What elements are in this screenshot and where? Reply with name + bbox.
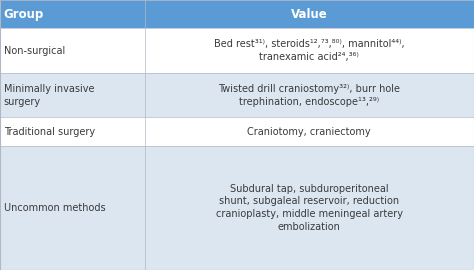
Text: Craniotomy, craniectomy: Craniotomy, craniectomy [247,127,371,137]
Bar [0,0,145,28]
Bar [145,146,474,270]
Bar [0,73,145,117]
Text: Uncommon methods: Uncommon methods [4,203,105,213]
Text: Twisted drill craniostomy³²⁾, burr hole
trephination, endoscope¹³,²⁹⁾: Twisted drill craniostomy³²⁾, burr hole … [219,84,400,107]
Text: Bed rest³¹⁾, steroids¹²,⁷³,⁸⁰⁾, mannitol⁴⁴⁾,
tranexamic acid²⁴,³⁶⁾: Bed rest³¹⁾, steroids¹²,⁷³,⁸⁰⁾, mannitol… [214,39,405,62]
Text: Traditional surgery: Traditional surgery [4,127,95,137]
Bar [145,117,474,146]
Bar [0,117,145,146]
Text: Minimally invasive
surgery: Minimally invasive surgery [4,84,94,107]
Bar [0,146,145,270]
Text: Subdural tap, subduroperitoneal
shunt, subgaleal reservoir, reduction
cranioplas: Subdural tap, subduroperitoneal shunt, s… [216,184,403,232]
Text: Non-surgical: Non-surgical [4,46,65,56]
Bar [145,73,474,117]
Bar [145,28,474,73]
Bar [0,28,145,73]
Bar [145,0,474,28]
Text: Group: Group [4,8,44,21]
Text: Value: Value [291,8,328,21]
